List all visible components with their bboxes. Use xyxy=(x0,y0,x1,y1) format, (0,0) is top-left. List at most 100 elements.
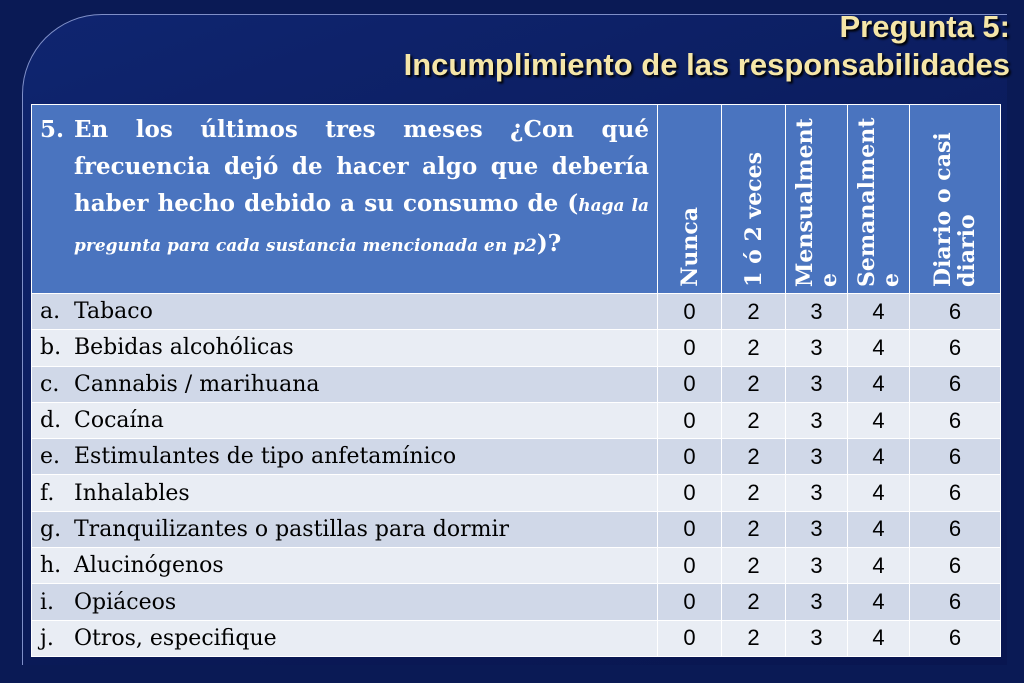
score-cell: 4 xyxy=(847,583,910,621)
score-cell: 6 xyxy=(909,510,1001,549)
score-cell: 4 xyxy=(847,438,910,476)
table-row: j. Otros, especifique 0 2 3 4 6 xyxy=(31,619,1001,657)
score-cell: 0 xyxy=(657,547,722,585)
score-cell: 3 xyxy=(785,365,848,403)
score-cell: 6 xyxy=(909,292,1001,331)
substance-label: Tabaco xyxy=(74,299,153,325)
score-cell: 6 xyxy=(909,401,1001,440)
substance-cell: e. Estimulantes de tipo anfetamínico xyxy=(31,438,658,476)
table-row: b. Bebidas alcohólicas 0 2 3 4 6 xyxy=(31,329,1001,367)
substance-cell: i. Opiáceos xyxy=(31,583,658,621)
score-cell: 4 xyxy=(847,474,910,512)
score-cell: 6 xyxy=(909,474,1001,512)
score-cell: 2 xyxy=(721,619,786,657)
score-cell: 4 xyxy=(847,401,910,440)
row-letter: d. xyxy=(40,408,62,434)
substance-cell: d. Cocaína xyxy=(31,401,658,440)
table-row: a. Tabaco 0 2 3 4 6 xyxy=(31,292,1001,331)
score-cell: 3 xyxy=(785,401,848,440)
row-letter: j. xyxy=(40,625,54,651)
score-cell: 4 xyxy=(847,619,910,657)
header-row: 5. En los últimos tres meses ¿Con qué fr… xyxy=(31,104,1001,294)
row-letter: e. xyxy=(40,444,61,470)
title-line-1: Pregunta 5: xyxy=(839,9,1010,44)
score-cell: 0 xyxy=(657,583,722,621)
column-header-1-o-2-veces: 1 ó 2 veces xyxy=(721,104,786,294)
score-cell: 0 xyxy=(657,292,722,331)
substance-cell: h. Alucinógenos xyxy=(31,547,658,585)
score-cell: 3 xyxy=(785,547,848,585)
question-text: En los últimos tres meses ¿Con qué frecu… xyxy=(74,111,649,265)
score-cell: 6 xyxy=(909,438,1001,476)
slide-title: Pregunta 5: Incumplimiento de las respon… xyxy=(404,8,1010,84)
question-number: 5. xyxy=(40,116,65,143)
score-cell: 4 xyxy=(847,365,910,403)
substance-label: Cannabis / marihuana xyxy=(74,371,320,397)
substance-cell: j. Otros, especifique xyxy=(31,619,658,657)
score-cell: 6 xyxy=(909,583,1001,621)
score-cell: 0 xyxy=(657,438,722,476)
substance-cell: c. Cannabis / marihuana xyxy=(31,365,658,403)
score-cell: 4 xyxy=(847,329,910,367)
substance-label: Opiáceos xyxy=(74,589,177,615)
score-cell: 6 xyxy=(909,547,1001,585)
question-cell: 5. En los últimos tres meses ¿Con qué fr… xyxy=(31,104,658,294)
score-cell: 2 xyxy=(721,438,786,476)
row-letter: c. xyxy=(40,371,60,397)
score-cell: 3 xyxy=(785,438,848,476)
score-cell: 4 xyxy=(847,510,910,549)
row-letter: a. xyxy=(40,299,61,325)
questionnaire-table: 5. En los últimos tres meses ¿Con qué fr… xyxy=(31,104,1001,657)
score-cell: 3 xyxy=(785,474,848,512)
substance-label: Otros, especifique xyxy=(74,625,277,651)
score-cell: 0 xyxy=(657,474,722,512)
column-header-nunca: Nunca xyxy=(657,104,722,294)
score-cell: 2 xyxy=(721,547,786,585)
substance-cell: a. Tabaco xyxy=(31,292,658,331)
table-row: c. Cannabis / marihuana 0 2 3 4 6 xyxy=(31,365,1001,403)
substance-cell: f. Inhalables xyxy=(31,474,658,512)
score-cell: 3 xyxy=(785,510,848,549)
question-end: )? xyxy=(536,230,562,257)
score-cell: 6 xyxy=(909,619,1001,657)
score-cell: 2 xyxy=(721,510,786,549)
column-header-diario: Diario o casi diario xyxy=(909,104,1001,294)
table-row: f. Inhalables 0 2 3 4 6 xyxy=(31,474,1001,512)
question-main-text: En los últimos tres meses ¿Con qué frecu… xyxy=(74,116,649,217)
score-cell: 3 xyxy=(785,292,848,331)
table-row: i. Opiáceos 0 2 3 4 6 xyxy=(31,583,1001,621)
substance-label: Alucinógenos xyxy=(74,553,224,579)
score-cell: 2 xyxy=(721,474,786,512)
score-cell: 2 xyxy=(721,329,786,367)
row-letter: i. xyxy=(40,589,55,615)
score-cell: 0 xyxy=(657,619,722,657)
question-instruction: haga la pregunta para cada sustancia men… xyxy=(74,196,649,256)
table-row: g. Tranquilizantes o pastillas para dormi… xyxy=(31,510,1001,549)
substance-label: Inhalables xyxy=(74,480,190,506)
substance-label: Estimulantes de tipo anfetamínico xyxy=(74,444,457,470)
score-cell: 3 xyxy=(785,329,848,367)
score-cell: 6 xyxy=(909,365,1001,403)
substance-label: Bebidas alcohólicas xyxy=(74,335,294,361)
score-cell: 0 xyxy=(657,329,722,367)
substance-cell: g. Tranquilizantes o pastillas para dormi… xyxy=(31,510,658,549)
score-cell: 2 xyxy=(721,583,786,621)
substance-cell: b. Bebidas alcohólicas xyxy=(31,329,658,367)
score-cell: 2 xyxy=(721,365,786,403)
score-cell: 3 xyxy=(785,619,848,657)
row-letter: f. xyxy=(40,480,55,506)
title-line-2: Incumplimiento de las responsabilidades xyxy=(403,47,1010,82)
row-letter: h. xyxy=(40,553,62,579)
score-cell: 0 xyxy=(657,510,722,549)
row-letter: b. xyxy=(40,335,62,361)
column-header-mensualmente: Mensualmente xyxy=(785,104,848,294)
score-cell: 4 xyxy=(847,547,910,585)
score-cell: 6 xyxy=(909,329,1001,367)
table-row: d. Cocaína 0 2 3 4 6 xyxy=(31,401,1001,440)
score-cell: 4 xyxy=(847,292,910,331)
row-letter: g. xyxy=(40,516,62,542)
substance-label: Tranquilizantes o pastillas para dormir xyxy=(74,516,510,542)
score-cell: 2 xyxy=(721,401,786,440)
score-cell: 0 xyxy=(657,365,722,403)
substance-label: Cocaína xyxy=(74,408,164,434)
